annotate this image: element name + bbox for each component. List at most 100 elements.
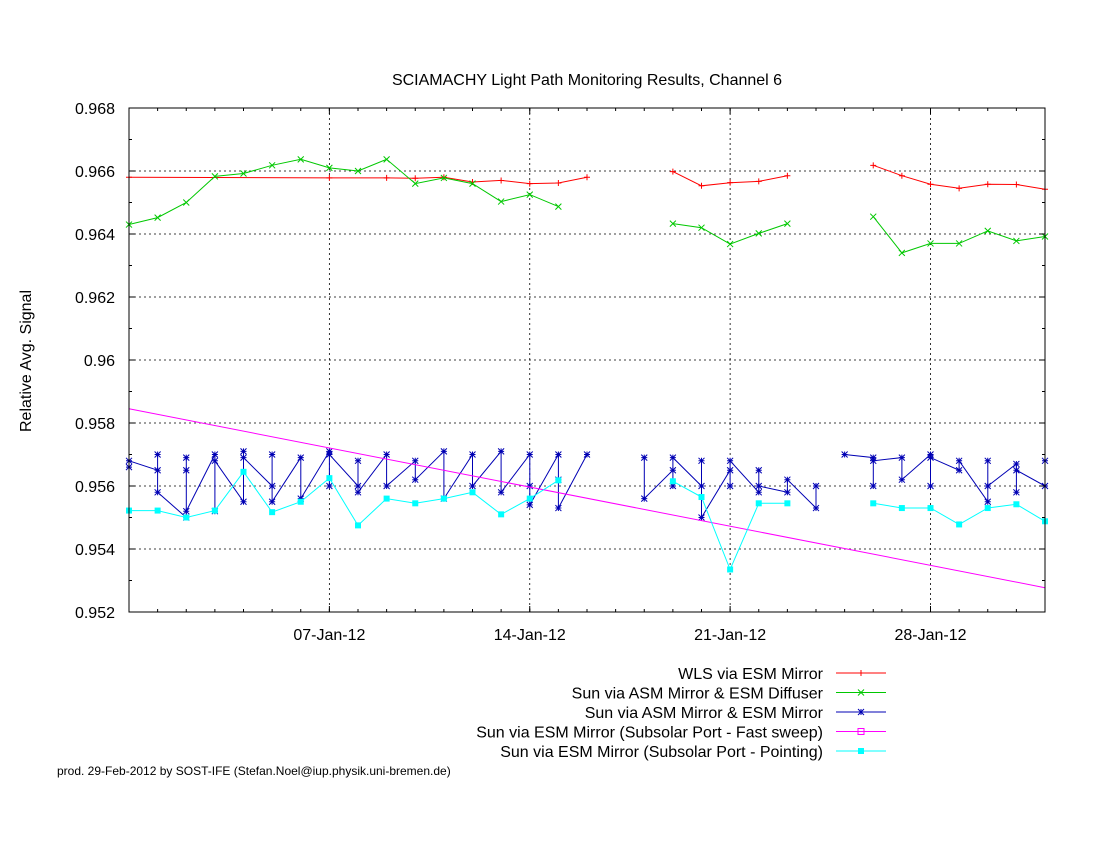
data-point [698, 224, 705, 232]
data-point [870, 162, 877, 169]
data-point [411, 180, 419, 187]
data-point [182, 454, 190, 462]
data-point [784, 476, 791, 484]
data-point [154, 451, 161, 458]
data-point [669, 478, 676, 485]
series-1 [126, 162, 1048, 193]
data-point [755, 500, 762, 507]
data-point [869, 482, 877, 490]
series-5 [126, 468, 1048, 573]
data-point [784, 488, 791, 496]
data-point [498, 177, 505, 184]
legend-marker [858, 748, 864, 754]
data-point [755, 230, 763, 237]
data-point [1013, 181, 1020, 188]
data-point [669, 168, 676, 175]
data-point [755, 488, 763, 496]
data-point [984, 505, 991, 512]
data-point [927, 505, 934, 512]
plot-frame [128, 107, 1046, 613]
legend-marker [857, 708, 865, 716]
data-point [240, 170, 247, 177]
data-point [268, 482, 276, 490]
data-point [469, 482, 476, 490]
data-point [383, 495, 390, 502]
data-point [355, 522, 361, 529]
data-point [526, 180, 533, 187]
data-point [1013, 501, 1020, 508]
legend-label: Sun via ESM Mirror (Subsolar Port - Poin… [500, 744, 823, 761]
data-point [440, 447, 448, 455]
y-axis-label: Relative Avg. Signal [18, 290, 35, 432]
series-line [128, 408, 1046, 589]
data-point [154, 507, 161, 514]
series-line [129, 470, 559, 527]
legend-label: Sun via ASM Mirror & ESM Mirror [585, 705, 824, 722]
data-point [555, 451, 562, 458]
legend-marker [857, 689, 865, 696]
y-tick-label: 0.958 [75, 416, 115, 433]
data-point [154, 214, 161, 221]
data-point [526, 495, 533, 502]
data-point [583, 451, 591, 458]
data-point [698, 182, 705, 189]
x-tick-label: 21-Jan-12 [694, 627, 766, 644]
data-point [755, 466, 763, 474]
data-point [297, 454, 305, 462]
data-point [211, 457, 219, 465]
data-point [440, 495, 447, 502]
series-line [128, 176, 588, 185]
data-point [240, 454, 247, 462]
legend-marker [858, 670, 864, 676]
data-point [984, 498, 992, 506]
data-point [956, 521, 963, 528]
data-point [297, 495, 305, 502]
data-point [240, 468, 247, 475]
x-tick-label: 14-Jan-12 [494, 627, 566, 644]
data-point [1013, 460, 1020, 468]
data-point [326, 475, 333, 482]
data-point [383, 451, 390, 458]
data-point [326, 164, 333, 172]
data-point [1013, 466, 1020, 474]
series-line [872, 216, 1046, 254]
data-point [927, 454, 934, 462]
data-point [411, 457, 419, 465]
data-point [726, 457, 734, 465]
data-point [326, 174, 333, 181]
data-point [812, 482, 820, 490]
data-point [898, 505, 905, 512]
series-3 [125, 447, 1049, 521]
y-tick-label: 0.96 [84, 353, 115, 370]
data-point [526, 451, 534, 458]
data-point [326, 447, 333, 455]
data-point [927, 451, 934, 458]
data-point [869, 457, 877, 465]
data-point [211, 451, 219, 458]
data-point [898, 249, 906, 257]
data-point [727, 566, 734, 573]
data-point [555, 203, 562, 210]
y-tick-label: 0.968 [75, 101, 115, 118]
x-tick-label: 07-Jan-12 [293, 627, 365, 644]
data-point [383, 155, 390, 163]
data-point [669, 220, 677, 227]
data-point [269, 509, 276, 516]
data-point [469, 489, 476, 496]
data-point [268, 451, 276, 458]
data-point [183, 514, 190, 521]
data-point [841, 451, 848, 458]
data-point [268, 161, 276, 169]
legend-label: WLS via ESM Mirror [678, 666, 824, 683]
data-point [669, 482, 677, 490]
data-point [268, 498, 276, 506]
data-point [726, 466, 734, 474]
data-point [640, 495, 648, 502]
data-point [297, 498, 304, 505]
data-point [555, 477, 562, 484]
series-2 [125, 155, 1049, 257]
data-point [726, 240, 734, 248]
data-point [927, 240, 934, 247]
y-tick-label: 0.954 [75, 542, 115, 559]
legend: WLS via ESM Mirror Sun via ASM Mirror & E… [476, 666, 886, 761]
